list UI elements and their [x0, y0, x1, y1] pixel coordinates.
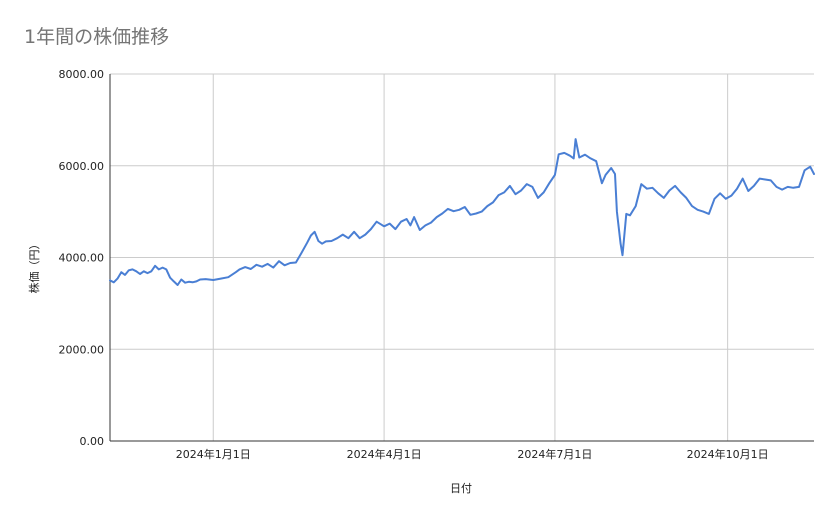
chart-title: 1年間の株価推移	[24, 26, 170, 48]
y-tick-label: 4000.00	[59, 252, 105, 265]
x-axis-title: 日付	[450, 482, 472, 495]
tick-labels: 0.00 2000.00 4000.00 6000.00 8000.00 2024年1月1…	[59, 68, 769, 461]
y-tick-label: 0.00	[80, 435, 105, 448]
series-group	[109, 138, 815, 286]
y-tick-label: 8000.00	[59, 68, 105, 81]
x-tick-label: 2024年4月1日	[347, 447, 422, 461]
x-tick-label: 2024年7月1日	[517, 447, 592, 461]
y-axis-title: 株価（円）	[27, 239, 41, 294]
x-tick-label: 2024年10月1日	[687, 447, 769, 461]
x-tick-label: 2024年1月1日	[176, 447, 251, 461]
series-line	[109, 138, 815, 286]
axes	[109, 74, 814, 442]
y-tick-label: 2000.00	[59, 343, 105, 356]
y-tick-label: 6000.00	[59, 160, 105, 173]
grid-lines	[110, 73, 814, 441]
